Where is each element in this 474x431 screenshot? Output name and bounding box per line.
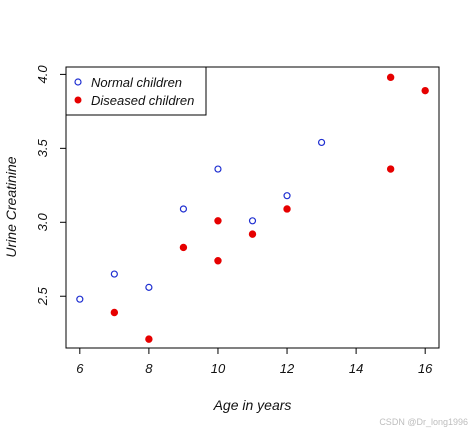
x-tick-label: 12: [280, 361, 295, 376]
normal-point: [248, 217, 257, 225]
normal-point: [110, 270, 118, 278]
x-tick-label: 16: [418, 361, 433, 376]
legend-marker-normal: [74, 78, 82, 86]
diseased-point: [248, 230, 257, 238]
legend-label-diseased: Diseased children: [91, 93, 194, 108]
y-tick-label: 3.5: [35, 139, 50, 158]
y-tick-label: 3.0: [35, 212, 50, 231]
legend: Normal children Diseased children: [65, 66, 207, 116]
watermark: CSDN @Dr_long1996: [379, 417, 468, 427]
diseased-point: [214, 217, 222, 225]
diseased-point: [386, 73, 395, 82]
legend-box: [65, 66, 207, 116]
legend-marker-diseased: [74, 96, 82, 104]
diseased-point: [179, 243, 188, 252]
y-tick-label: 4.0: [35, 65, 50, 84]
normal-point: [145, 283, 153, 291]
x-tick-label: 8: [145, 361, 153, 376]
diseased-point: [214, 257, 222, 265]
legend-label-normal: Normal children: [91, 75, 182, 90]
normal-point: [283, 192, 291, 200]
diseased-point: [421, 86, 429, 95]
data-points: [76, 73, 429, 343]
y-axis-label: Urine Creatinine: [3, 156, 19, 257]
normal-point: [76, 295, 84, 303]
diseased-point: [145, 335, 153, 343]
diseased-point: [110, 308, 119, 317]
y-tick-label: 2.5: [35, 286, 50, 306]
normal-point: [317, 138, 326, 147]
normal-point: [214, 165, 222, 173]
plot-frame: [65, 66, 440, 349]
diseased-point: [386, 165, 395, 173]
y-axis: 2.5 3.0 3.5 4.0: [35, 65, 66, 306]
diseased-point: [283, 205, 291, 213]
x-axis-label: Age in years: [213, 397, 292, 413]
normal-point: [179, 205, 188, 213]
x-axis: 6 8 10 12 14 16: [76, 348, 433, 376]
x-tick-label: 10: [211, 361, 226, 376]
x-tick-label: 14: [349, 361, 363, 376]
x-tick-label: 6: [76, 361, 84, 376]
